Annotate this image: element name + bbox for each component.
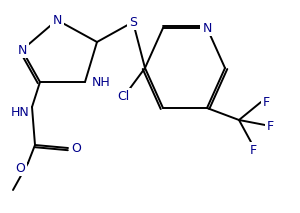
Text: HN: HN (11, 105, 29, 118)
Text: F: F (262, 95, 270, 108)
Text: NH: NH (92, 75, 111, 88)
Text: O: O (15, 161, 25, 174)
Text: Cl: Cl (117, 89, 129, 102)
Text: N: N (52, 13, 62, 26)
Text: F: F (266, 121, 274, 134)
Text: N: N (202, 22, 212, 35)
Text: O: O (71, 141, 81, 154)
Text: S: S (129, 16, 137, 29)
Text: N: N (17, 43, 27, 56)
Text: F: F (249, 144, 256, 157)
